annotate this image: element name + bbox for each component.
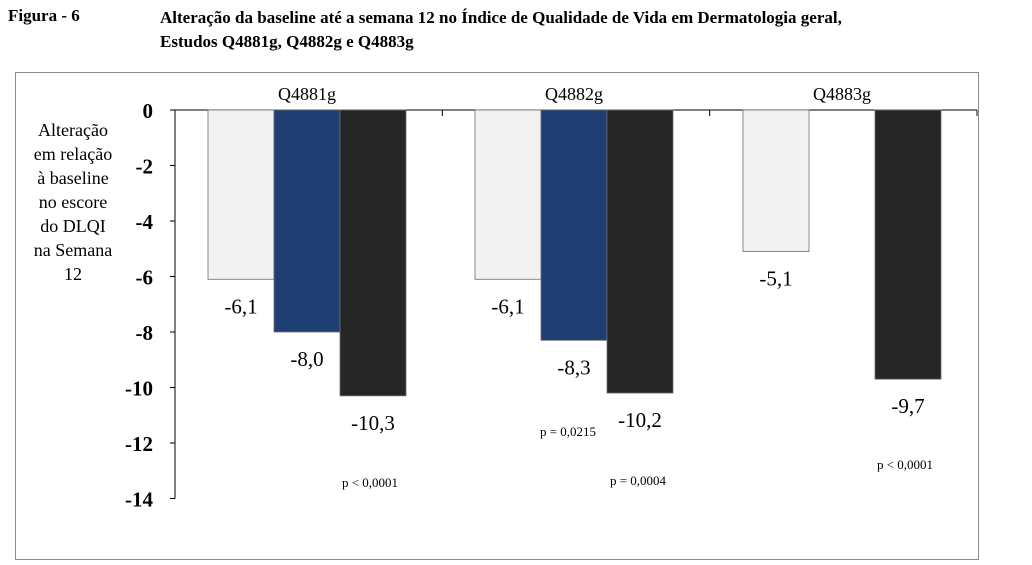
p-value-label: p < 0,0001 — [877, 457, 933, 472]
p-value-label: p < 0,0001 — [342, 475, 398, 490]
bar-value-label: -8,3 — [557, 355, 590, 379]
p-value-label: p = 0,0215 — [540, 424, 596, 439]
bar — [606, 109, 674, 394]
bar-value-label: -10,3 — [351, 411, 395, 435]
bar — [339, 109, 407, 397]
y-axis-label-line: do DLQI — [40, 216, 106, 236]
figure-title-line-1: Alteração da baseline até a semana 12 no… — [160, 8, 842, 27]
bar — [874, 109, 942, 380]
y-tick-label: -14 — [125, 488, 153, 512]
y-tick-label: -10 — [125, 377, 153, 401]
chart-frame — [15, 72, 979, 560]
figure-title: Alteração da baseline até a semana 12 no… — [160, 6, 1030, 54]
figure-label: Figura - 6 — [8, 6, 80, 25]
group-label: Q4882g — [545, 84, 603, 104]
y-tick-label: 0 — [143, 99, 154, 123]
y-axis-label-line: à baseline — [37, 168, 109, 188]
y-axis-label-line: Alteração — [38, 120, 108, 140]
y-axis-label-line: 12 — [64, 264, 82, 284]
bar — [742, 109, 810, 252]
bar-value-label: -8,0 — [290, 347, 323, 371]
bar — [540, 109, 608, 341]
y-axis-label-line: no escore — [38, 192, 108, 212]
bar-value-label: -5,1 — [759, 267, 792, 291]
figure-title-line-2: Estudos Q4881g, Q4882g e Q4883g — [160, 32, 414, 51]
bar-value-label: -9,7 — [891, 394, 924, 418]
group-label: Q4881g — [278, 84, 336, 104]
y-axis-label-line: na Semana — [33, 240, 113, 260]
y-axis-label-line: em relação — [33, 144, 113, 164]
y-tick-label: -12 — [125, 432, 153, 456]
y-tick-label: -4 — [136, 210, 154, 234]
p-value-label: p = 0,0004 — [610, 473, 667, 488]
y-tick-label: -2 — [136, 155, 154, 179]
bar-value-label: -6,1 — [491, 294, 524, 318]
bar — [207, 109, 275, 280]
bar — [273, 109, 341, 333]
y-axis-label: Alteração em relação à baseline no escor… — [18, 118, 128, 286]
y-tick-label: -8 — [136, 321, 154, 345]
bar — [474, 109, 542, 280]
group-label: Q4883g — [813, 84, 871, 104]
y-tick-label: -6 — [136, 266, 154, 290]
bar-value-label: -10,2 — [618, 408, 662, 432]
bar-value-label: -6,1 — [224, 294, 257, 318]
